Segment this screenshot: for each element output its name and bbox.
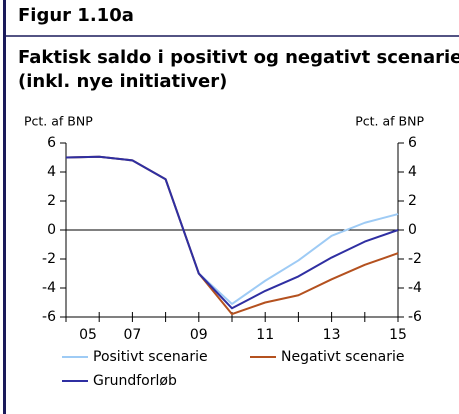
y2-tick-label: 6 <box>408 135 417 151</box>
series-line <box>65 155 399 316</box>
chart-title: Figur 1.10a <box>18 5 134 26</box>
x-tick-label: 05 <box>79 327 97 343</box>
y2-tick-label: -6 <box>408 309 422 325</box>
y-tick-label: 6 <box>47 135 56 151</box>
y2-axis-label: Pct. af BNP <box>355 114 424 129</box>
y-axis-label: Pct. af BNP <box>24 114 93 129</box>
x-tick-label: 11 <box>256 327 274 343</box>
chart-subtitle: (inkl. nye initiativer) <box>18 71 227 92</box>
y-tick-label: -6 <box>42 309 56 325</box>
y-tick-label: -2 <box>42 251 56 267</box>
y-tick-label: 2 <box>47 193 56 209</box>
y2-tick-label: 4 <box>408 164 417 180</box>
y2-tick-label: -4 <box>408 280 422 296</box>
y2-tick-label: -2 <box>408 251 422 267</box>
x-tick-label: 09 <box>190 327 208 343</box>
legend-label: Positivt scenarie <box>93 349 208 365</box>
y2-tick-label: 2 <box>408 193 417 209</box>
y-tick-label: 4 <box>47 164 56 180</box>
x-tick-label: 15 <box>389 327 407 343</box>
x-tick-label: 13 <box>323 327 341 343</box>
x-tick-label: 07 <box>123 327 141 343</box>
series-line <box>65 155 399 310</box>
y2-tick-label: 0 <box>408 222 417 238</box>
legend-label: Grundforløb <box>93 373 177 389</box>
y-tick-label: -4 <box>42 280 56 296</box>
legend-label: Negativt scenarie <box>281 349 404 365</box>
chart-subtitle: Faktisk saldo i positivt og negativt sce… <box>18 47 459 68</box>
left-bar <box>3 0 6 414</box>
y-tick-label: 0 <box>47 222 56 238</box>
